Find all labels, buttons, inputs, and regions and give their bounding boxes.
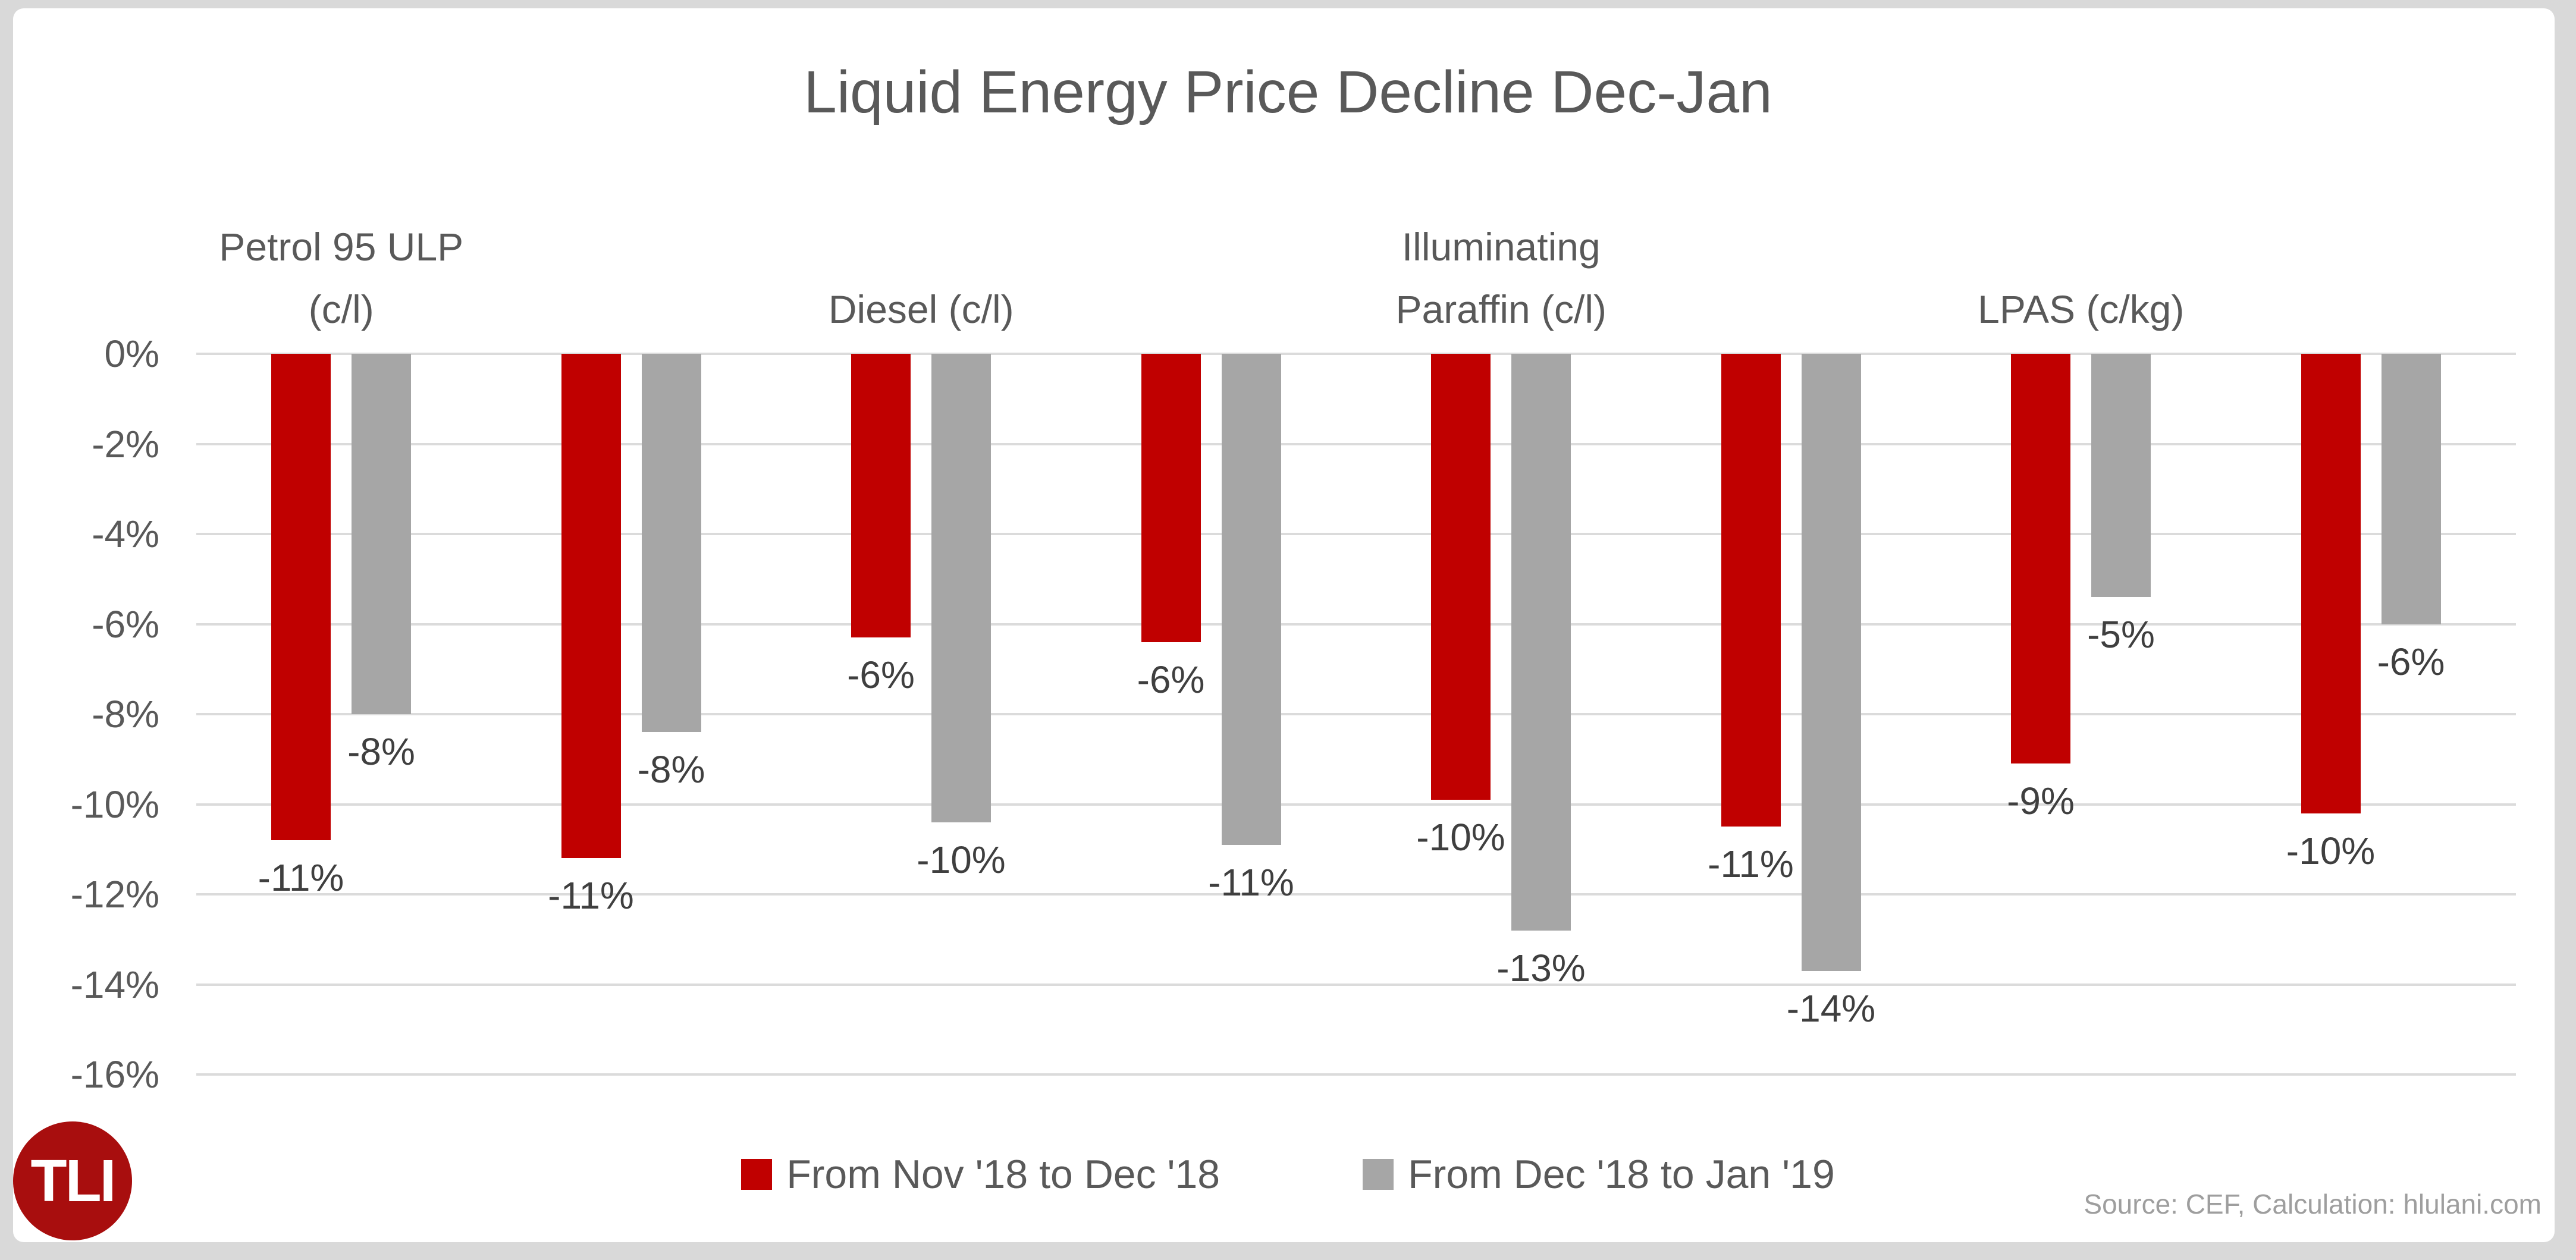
bar-data-label: -8% — [637, 748, 705, 791]
y-tick-label: -12% — [70, 873, 159, 916]
bar-slot: -6% -10% — [776, 354, 1066, 1074]
bar-red — [1431, 354, 1491, 800]
bar-data-label: -11% — [1208, 860, 1294, 904]
gridline — [196, 893, 2516, 895]
y-tick-label: -14% — [70, 963, 159, 1006]
category-label-line: Illuminating — [1401, 224, 1601, 269]
gridline — [196, 803, 2516, 806]
bar-gray — [641, 354, 701, 733]
category-label: Illuminating Paraffin (c/l) — [1347, 216, 1656, 341]
bar-data-label: -5% — [2087, 613, 2155, 656]
bar-data-label: -10% — [2286, 829, 2376, 872]
category-label: Petrol 95 ULP (c/l) — [187, 216, 496, 341]
bar-data-label: -13% — [1496, 946, 1586, 989]
y-tick-label: -16% — [70, 1053, 159, 1096]
bar-data-label: -11% — [548, 874, 634, 917]
source-note: Source: CEF, Calculation: hlulani.com — [2084, 1189, 2542, 1220]
category-label: LPAS (c/kg) — [1926, 278, 2236, 341]
bar-red — [1141, 354, 1201, 642]
gridline — [196, 353, 2516, 355]
category-label-line: (c/l) — [308, 287, 374, 332]
bar-data-label: -6% — [2377, 640, 2445, 683]
category-label: Diesel (c/l) — [767, 278, 1076, 341]
bar-red — [2301, 354, 2361, 813]
tli-logo-text: TLI — [30, 1147, 117, 1214]
bar-slot: -9% -5% — [1936, 354, 2226, 1074]
legend-label: From Nov '18 to Dec '18 — [786, 1152, 1220, 1197]
y-tick-label: -2% — [92, 422, 159, 466]
bar-red — [2011, 354, 2070, 764]
bar-red — [271, 354, 331, 841]
bar-gray — [2091, 354, 2151, 598]
y-tick-label: 0% — [104, 332, 160, 375]
bar-slot: -11% -14% — [1646, 354, 1937, 1074]
bar-data-label: -14% — [1786, 986, 1876, 1030]
bar-slot: -11% -8% — [196, 354, 487, 1074]
category-label-line: LPAS (c/kg) — [1978, 287, 2185, 332]
bar-data-label: -8% — [347, 730, 415, 773]
y-tick-label: -10% — [70, 783, 159, 826]
legend-item: From Nov '18 to Dec '18 — [741, 1151, 1220, 1198]
category-label-line: Petrol 95 ULP — [219, 224, 464, 269]
legend-label: From Dec '18 to Jan '19 — [1408, 1152, 1835, 1197]
bar-data-label: -6% — [847, 653, 915, 697]
bar-gray — [1221, 354, 1281, 845]
chart-card — [13, 8, 2555, 1242]
bar-gray — [2381, 354, 2441, 624]
bar-data-label: -10% — [1416, 815, 1505, 859]
y-axis: 0% -2% -4% -6% -8% -10% -12% -14% -16% — [0, 332, 159, 1096]
bar-data-label: -10% — [917, 838, 1006, 881]
gridline — [196, 713, 2516, 715]
bar-data-label: -6% — [1137, 658, 1205, 701]
bar-gray — [1511, 354, 1571, 931]
plot-area: -11% -8% -11% -8% -6% -10% -6% -11% -10% -13% -11%… — [196, 353, 2517, 1076]
legend-swatch — [1363, 1159, 1394, 1190]
gridline — [196, 983, 2516, 986]
legend: From Nov '18 to Dec '18 From Dec '18 to J… — [0, 1151, 2576, 1198]
bar-red — [1721, 354, 1781, 827]
bar-data-label: -11% — [258, 856, 344, 900]
category-axis: Petrol 95 ULP (c/l) Diesel (c/l) Illuminati… — [196, 152, 2516, 345]
gridline — [196, 533, 2516, 535]
legend-swatch — [741, 1159, 773, 1190]
bar-slot: -11% -8% — [487, 354, 777, 1074]
legend-item: From Dec '18 to Jan '19 — [1363, 1151, 1835, 1198]
bar-gray — [352, 354, 411, 714]
bar-data-label: -9% — [2007, 780, 2075, 823]
y-tick-label: -4% — [92, 513, 159, 555]
y-tick-label: -8% — [92, 693, 159, 736]
bar-red — [561, 354, 621, 859]
bar-gray — [931, 354, 991, 822]
bar-red — [851, 354, 911, 638]
bar-slot: -10% -13% — [1356, 354, 1646, 1074]
gridline — [196, 623, 2516, 626]
bar-data-label: -11% — [1708, 843, 1794, 886]
bar-gray — [1801, 354, 1861, 971]
gridline — [196, 442, 2516, 445]
category-label-line: Paraffin (c/l) — [1395, 287, 1607, 332]
y-tick-label: -6% — [92, 602, 159, 646]
tli-logo: TLI — [13, 1121, 132, 1240]
category-label-line: Diesel (c/l) — [828, 287, 1014, 332]
bar-slot: -6% -11% — [1066, 354, 1357, 1074]
chart-title: Liquid Energy Price Decline Dec-Jan — [804, 59, 1772, 125]
bar-slot: -10% -6% — [2226, 354, 2517, 1074]
gridline — [196, 1073, 2516, 1076]
